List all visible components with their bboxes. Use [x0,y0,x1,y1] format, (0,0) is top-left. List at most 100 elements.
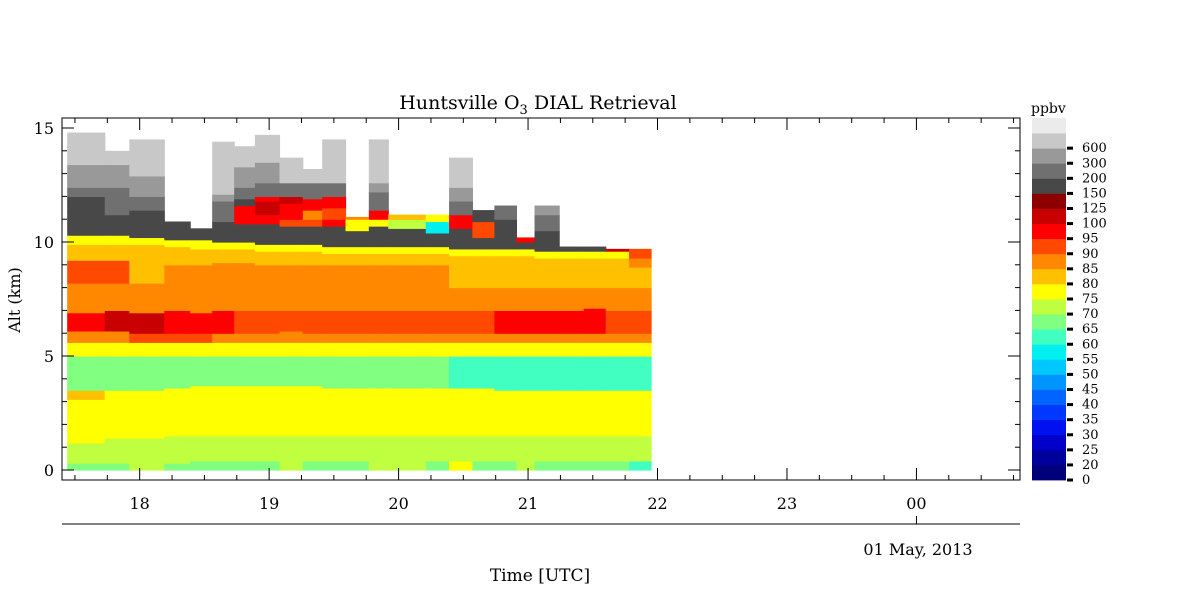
heatmap-cell [234,146,256,168]
heatmap-cell [425,232,450,248]
heatmap-cell [190,435,213,462]
profile-column [425,214,450,471]
colorbar-swatch [1032,208,1066,224]
heatmap-cell [425,246,450,254]
heatmap-cell [104,164,130,188]
heatmap-cell [345,230,370,248]
heatmap-cell [104,356,130,391]
profile-column [605,248,630,471]
heatmap-cell [212,221,235,243]
heatmap-cell [368,210,389,220]
x-tick-label: 21 [518,494,538,513]
heatmap-cell [494,237,517,250]
heatmap-cell [449,460,473,471]
heatmap-cell [234,205,256,225]
heatmap-cell [104,150,130,166]
heatmap-cell [494,287,517,311]
heatmap-cell [302,333,323,343]
profile-column [449,157,473,471]
colorbar-tick-label: 65 [1082,322,1099,337]
heatmap-cell [279,264,304,289]
colorbar-swatch [1032,389,1066,405]
heatmap-cell [279,385,304,403]
heatmap-cell [605,251,630,259]
colorbar-swatch [1032,449,1066,466]
heatmap-cell [516,356,536,391]
profile-column [534,205,560,471]
heatmap-cell [254,182,281,197]
heatmap-cell [190,312,213,334]
heatmap-cell [302,264,323,289]
heatmap-cell [534,401,560,437]
heatmap-cell [67,330,106,343]
heatmap-cell [629,257,652,268]
heatmap-cell [254,310,281,334]
heatmap-cell [583,333,607,343]
colorbar-swatch [1032,434,1066,451]
heatmap-cell [425,310,450,334]
colorbar-tick-label: 150 [1082,186,1107,201]
colorbar-tick-label: 70 [1082,307,1099,322]
heatmap-cell [322,287,347,311]
heatmap-cell [345,342,370,357]
plot-axes: 0 5 10 15 18 19 20 21 22 23 00 [34,117,1021,525]
heatmap-cell [212,333,235,343]
heatmap-cell [234,342,256,357]
heatmap-cell [279,219,304,227]
heatmap-cell [104,196,130,216]
heatmap-cell [583,390,607,403]
heatmap-cell [472,210,495,223]
heatmap-cell [212,262,235,289]
heatmap-cell [234,310,256,334]
colorbar-swatch [1032,163,1066,179]
heatmap-cell [534,264,560,289]
colorbar-swatch [1032,329,1066,345]
heatmap-cell [345,219,370,232]
heatmap-cell [368,219,389,227]
heatmap-cell [302,226,323,245]
heatmap-cell [559,390,585,403]
colorbar-tick-label: 100 [1082,217,1107,232]
heatmap-cell [425,221,450,234]
heatmap-cell [629,310,652,334]
heatmap-cell [629,267,652,289]
heatmap-cell [104,260,130,284]
heatmap-cell [472,435,495,462]
heatmap-cell [129,356,165,391]
heatmap-cell [164,342,191,357]
heatmap-cell [104,283,130,311]
heatmap-cell [164,246,191,266]
heatmap-cell [234,166,256,188]
heatmap-cell [104,214,130,236]
colorbar-tick-label: 20 [1082,458,1099,473]
heatmap-cell [129,390,165,400]
heatmap-cell [449,333,473,343]
heatmap-cell [516,237,536,243]
heatmap-cell [449,356,473,389]
heatmap-cell [129,196,165,211]
chart-title-suffix: DIAL Retrieval [528,92,677,114]
heatmap-cell [164,239,191,248]
heatmap-cell [368,342,389,357]
heatmap-cell [534,230,560,252]
heatmap-cell [472,342,495,357]
colorbar-tick-label: 95 [1082,232,1099,247]
colorbar-swatch [1032,253,1066,270]
heatmap-cell [345,310,370,334]
heatmap-cell [425,387,450,403]
heatmap-cell [516,255,536,266]
heatmap-cell [129,219,165,239]
heatmap-cell [234,223,256,243]
heatmap-cell [425,253,450,266]
profile-column [494,205,517,471]
heatmap-cell [605,264,630,289]
heatmap-cell [129,463,165,471]
heatmap-cell [164,463,191,471]
heatmap-cell [322,139,347,184]
colorbar-swatch [1032,118,1066,134]
date-label: 01 May, 2013 [863,540,972,559]
heatmap-cell [368,253,389,266]
heatmap-cell [629,390,652,403]
heatmap-cell [254,200,281,216]
